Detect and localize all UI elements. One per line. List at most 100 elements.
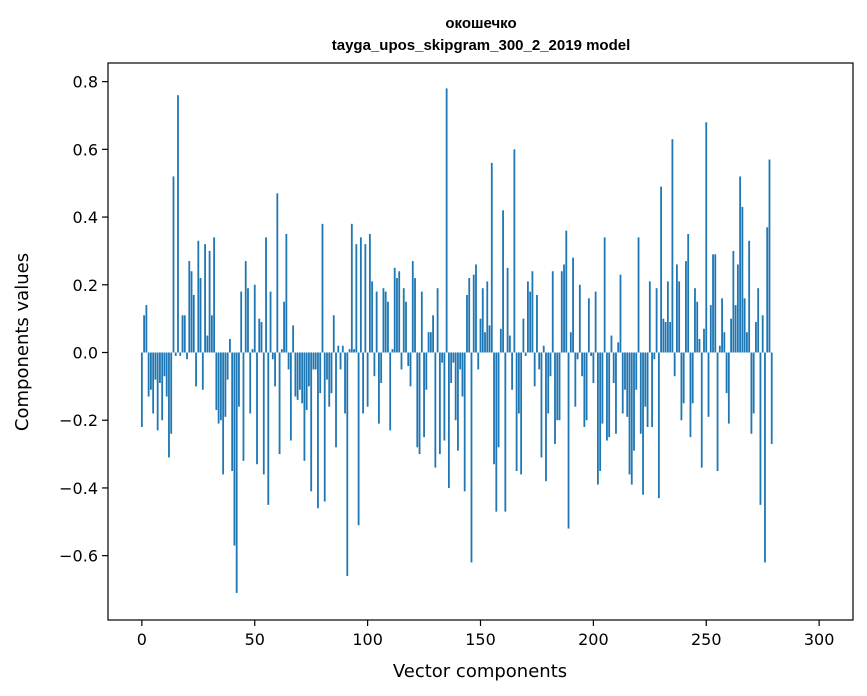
y-axis-label: Components values [12, 253, 33, 431]
bar [235, 352, 238, 593]
bar [301, 352, 304, 404]
bar [161, 352, 164, 421]
bar [292, 325, 295, 353]
bar [628, 352, 631, 475]
y-tick-label: 0.6 [73, 140, 98, 159]
bar [156, 352, 159, 431]
bar [278, 352, 281, 455]
bar [734, 305, 737, 353]
bar [547, 352, 550, 414]
bar [601, 352, 604, 424]
bar [294, 352, 297, 397]
bar [696, 301, 699, 353]
bar [743, 298, 746, 353]
bar [443, 352, 446, 441]
bar [495, 352, 498, 512]
bar [400, 352, 403, 370]
bar [603, 237, 606, 353]
bar [475, 264, 477, 353]
bar [411, 261, 414, 353]
bar [368, 233, 371, 353]
bar [206, 335, 209, 353]
bar [147, 352, 150, 397]
bar [755, 322, 757, 353]
bar [149, 352, 152, 390]
bar [486, 281, 489, 353]
bar [222, 352, 225, 475]
bar [445, 88, 448, 353]
bar [321, 223, 324, 353]
bar [468, 278, 471, 353]
x-tick-label: 250 [691, 630, 722, 649]
bar [685, 261, 687, 353]
bar [326, 352, 328, 380]
y-tick-label: 0.0 [73, 344, 98, 363]
bar [402, 288, 405, 353]
bar [644, 352, 647, 407]
bar [673, 352, 676, 377]
bar [186, 352, 188, 360]
bar [691, 352, 694, 404]
bar [759, 352, 762, 505]
bar [170, 352, 173, 434]
y-tick-label: −0.4 [59, 479, 98, 498]
bar [348, 349, 351, 353]
bar [540, 352, 543, 458]
bar [454, 352, 457, 421]
bar [314, 352, 317, 370]
bar [253, 284, 256, 353]
bar [565, 230, 568, 353]
bar [466, 294, 468, 353]
bar [739, 176, 742, 353]
bar [242, 352, 245, 461]
bar [515, 352, 518, 472]
bar [391, 349, 394, 353]
bar [450, 352, 453, 383]
bar [373, 352, 376, 377]
bar [289, 352, 292, 441]
bar [382, 288, 385, 353]
bar [585, 352, 588, 421]
bar [152, 352, 155, 414]
bar [416, 352, 419, 448]
bar [542, 345, 545, 353]
bar [745, 332, 748, 353]
bar [676, 264, 678, 353]
bar [506, 267, 509, 353]
bar [615, 352, 617, 434]
bar [423, 352, 425, 438]
bar [359, 237, 362, 353]
bar [736, 264, 739, 353]
bar [429, 332, 432, 353]
bar [280, 349, 283, 353]
bar [350, 223, 353, 353]
bar [233, 352, 236, 546]
bar [285, 233, 288, 353]
bar [357, 352, 360, 526]
bar [536, 294, 538, 353]
bar [581, 352, 583, 377]
x-tick-label: 50 [245, 630, 265, 649]
bar [741, 206, 744, 353]
bar [497, 352, 500, 448]
bar [671, 139, 674, 353]
bar [172, 176, 175, 353]
bar [472, 274, 475, 353]
bar [513, 149, 516, 353]
bar [226, 352, 229, 380]
bar [398, 271, 401, 353]
bar [418, 352, 421, 455]
bar [192, 294, 195, 353]
bar [323, 352, 326, 502]
bar [551, 271, 554, 353]
bar [752, 352, 755, 414]
bar [452, 352, 455, 363]
bar [434, 352, 437, 468]
bar [260, 322, 263, 353]
bar [317, 352, 319, 509]
bar [165, 352, 168, 397]
bar [524, 352, 527, 356]
bar [606, 352, 608, 441]
bar [432, 315, 434, 353]
bar [339, 352, 342, 370]
